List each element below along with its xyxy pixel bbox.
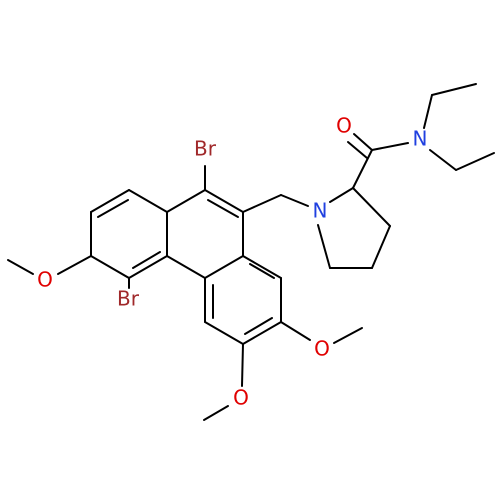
bond bbox=[244, 317, 273, 335]
bond bbox=[128, 189, 168, 213]
bond bbox=[166, 189, 206, 213]
bond bbox=[329, 187, 354, 203]
bond bbox=[352, 149, 373, 189]
atom-label: Br bbox=[117, 287, 140, 311]
bond bbox=[90, 189, 130, 213]
atom-label: Br bbox=[194, 137, 217, 161]
bond bbox=[423, 94, 433, 129]
bond bbox=[207, 199, 239, 218]
bond bbox=[204, 189, 244, 213]
bond bbox=[352, 187, 391, 227]
atom-label: N bbox=[413, 127, 428, 151]
bond bbox=[242, 321, 282, 345]
atom-label: O bbox=[314, 337, 330, 361]
bond bbox=[97, 199, 129, 218]
bond bbox=[203, 405, 229, 421]
bond bbox=[249, 263, 275, 279]
atom-label: O bbox=[37, 268, 53, 292]
atom-label: N bbox=[313, 199, 328, 223]
bond bbox=[166, 255, 206, 279]
bonds bbox=[7, 83, 495, 421]
bond bbox=[455, 152, 495, 171]
bond bbox=[7, 259, 34, 275]
bond bbox=[317, 224, 331, 269]
atom-label: O bbox=[233, 386, 249, 410]
bond bbox=[242, 194, 282, 213]
bond bbox=[347, 141, 368, 159]
atom-label: O bbox=[336, 114, 352, 138]
bond bbox=[57, 255, 92, 275]
bond bbox=[280, 321, 311, 341]
bond bbox=[128, 255, 168, 279]
bond bbox=[371, 225, 391, 269]
bond bbox=[429, 149, 457, 171]
bond bbox=[431, 83, 477, 96]
bond bbox=[353, 133, 373, 151]
bond bbox=[242, 255, 282, 279]
bond bbox=[132, 251, 161, 269]
bond bbox=[204, 321, 244, 345]
bond bbox=[280, 194, 309, 207]
bond bbox=[204, 255, 244, 279]
atom-labels: Br Br O O O O N N bbox=[37, 114, 427, 410]
bond bbox=[90, 255, 130, 279]
bond bbox=[241, 343, 244, 387]
bond bbox=[333, 327, 363, 344]
bond bbox=[371, 142, 409, 151]
